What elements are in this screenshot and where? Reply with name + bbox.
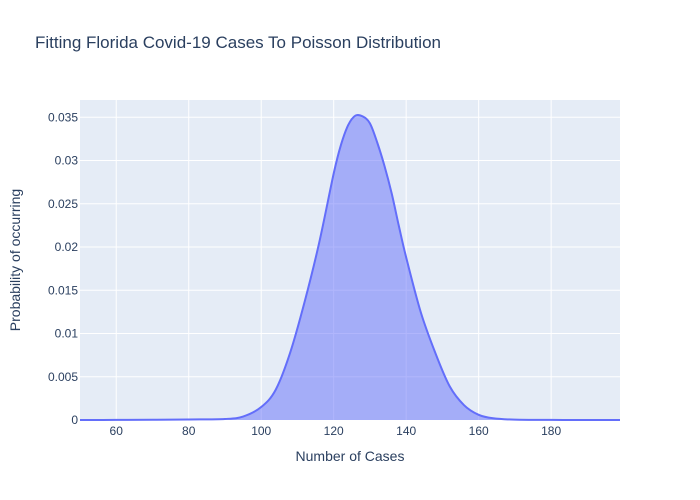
y-tick-label: 0 [71, 413, 78, 427]
chart-title: Fitting Florida Covid-19 Cases To Poisso… [35, 33, 441, 52]
area-series [79, 113, 621, 422]
area-fill [80, 114, 620, 421]
x-axis-title: Number of Cases [296, 448, 405, 464]
y-tick-label: 0.035 [48, 110, 78, 124]
tick-labels: 60 80 100 120 140 160 180 0 0.005 0.01 0.015 0.02 0.… [48, 110, 562, 438]
x-tick-label: 60 [110, 424, 124, 438]
x-tick-label: 80 [182, 424, 196, 438]
grid-lines [80, 100, 620, 420]
x-tick-label: 180 [541, 424, 561, 438]
y-tick-label: 0.03 [55, 154, 79, 168]
y-tick-label: 0.005 [48, 370, 78, 384]
y-axis-title: Probability of occurring [7, 189, 23, 331]
x-tick-label: 160 [469, 424, 489, 438]
x-tick-label: 120 [324, 424, 344, 438]
y-tick-label: 0.01 [55, 327, 79, 341]
y-tick-label: 0.025 [48, 197, 78, 211]
x-tick-label: 100 [251, 424, 271, 438]
x-tick-label: 140 [396, 424, 416, 438]
y-tick-label: 0.015 [48, 283, 78, 297]
y-tick-label: 0.02 [55, 240, 79, 254]
series-line [79, 113, 621, 422]
